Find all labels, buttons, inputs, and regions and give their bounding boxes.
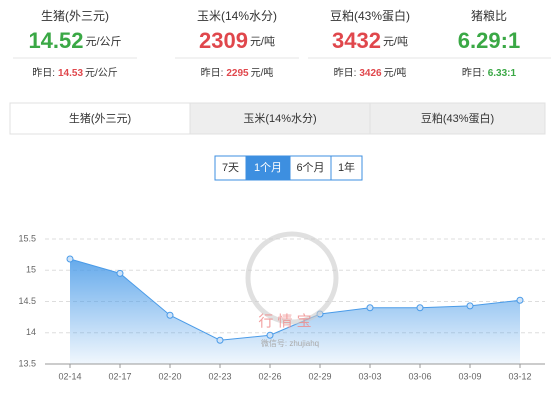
x-tick-label: 02-26: [258, 371, 281, 381]
stat-unit: 元/吨: [250, 35, 275, 48]
range-label[interactable]: 1个月: [254, 161, 282, 174]
line: [69, 258, 521, 341]
y-tick-label: 15: [26, 265, 36, 275]
yesterday-unit: 元/吨: [384, 66, 407, 79]
stat-number: 2309: [199, 28, 248, 53]
yesterday-label: 昨日:: [462, 67, 485, 79]
yesterday-label: 昨日:: [334, 67, 357, 79]
x-tick-label: 03-12: [508, 371, 531, 381]
point: [166, 311, 174, 319]
stat-name: 生猪(外三元): [41, 9, 109, 23]
point: [366, 304, 374, 312]
stat-yesterday: 昨日: 14.53 元/公斤: [32, 67, 118, 79]
yesterday-value: 14.53: [58, 68, 83, 79]
yesterday-label: 昨日:: [201, 67, 224, 79]
point: [116, 269, 124, 277]
stat-number: 14.52: [28, 28, 83, 53]
x-tick-label: 03-09: [458, 371, 481, 381]
yesterday-value: 3426: [359, 68, 382, 79]
range-button[interactable]: [330, 155, 363, 181]
stat-number: 3432: [332, 28, 381, 53]
tab-label[interactable]: 生猪(外三元): [69, 111, 131, 125]
range-label[interactable]: 6个月: [296, 161, 324, 174]
tab-label[interactable]: 玉米(14%水分): [243, 112, 316, 125]
range-button[interactable]: [289, 155, 332, 181]
point: [266, 331, 274, 339]
stat-name: 豆粕(43%蛋白): [330, 8, 410, 23]
point: [216, 336, 224, 344]
watermark-logo: [245, 231, 339, 325]
x-tick-label: 02-17: [108, 371, 131, 381]
stat-value: 6.29:1: [458, 28, 520, 53]
x-tick-label: 02-14: [58, 371, 81, 381]
y-tick-label: 15.5: [18, 233, 36, 243]
yesterday-value: 2295: [226, 68, 249, 79]
point: [466, 302, 474, 310]
watermark-subtitle: 微信号: zhujiahq: [261, 338, 319, 348]
stat-number: 6.29:1: [458, 28, 520, 53]
x-tick-label: 02-29: [308, 371, 331, 381]
x-tick-label: 02-20: [158, 371, 181, 381]
x-tick-label: 02-23: [208, 371, 231, 381]
range-label[interactable]: 7天: [222, 162, 239, 174]
stat-unit: 元/吨: [383, 35, 408, 48]
range-button[interactable]: [214, 155, 247, 181]
tab[interactable]: [369, 102, 546, 135]
range-label[interactable]: 1年: [338, 160, 355, 174]
x-tick-label: 03-06: [408, 371, 431, 381]
watermark-title: 行 情 宝: [258, 313, 311, 330]
tab[interactable]: [9, 102, 191, 135]
stat-value: 2309 元/吨: [199, 28, 275, 53]
stat-yesterday: 昨日: 3426 元/吨: [334, 66, 407, 79]
stat-unit: 元/公斤: [86, 35, 122, 48]
point: [66, 255, 74, 263]
y-tick-label: 14: [26, 327, 36, 337]
stat-value: 3432 元/吨: [332, 28, 408, 53]
yesterday-value: 6.33:1: [488, 68, 517, 79]
yesterday-unit: 元/公斤: [85, 67, 118, 79]
stat-name: 猪粮比: [471, 8, 507, 23]
stat-name: 玉米(14%水分): [197, 9, 277, 23]
x-tick-label: 03-03: [358, 371, 381, 381]
point: [516, 296, 524, 304]
y-tick-label: 13.5: [18, 358, 36, 368]
tab[interactable]: [189, 102, 371, 135]
yesterday-unit: 元/吨: [251, 66, 274, 79]
stat-value: 14.52 元/公斤: [28, 28, 121, 53]
stat-yesterday: 昨日: 6.33:1: [462, 67, 517, 79]
tab-label[interactable]: 豆粕(43%蛋白): [421, 111, 494, 125]
y-tick-label: 14.5: [18, 296, 36, 306]
point: [416, 304, 424, 312]
yesterday-label: 昨日:: [32, 67, 55, 79]
area: [70, 259, 520, 364]
stat-yesterday: 昨日: 2295 元/吨: [201, 66, 274, 79]
